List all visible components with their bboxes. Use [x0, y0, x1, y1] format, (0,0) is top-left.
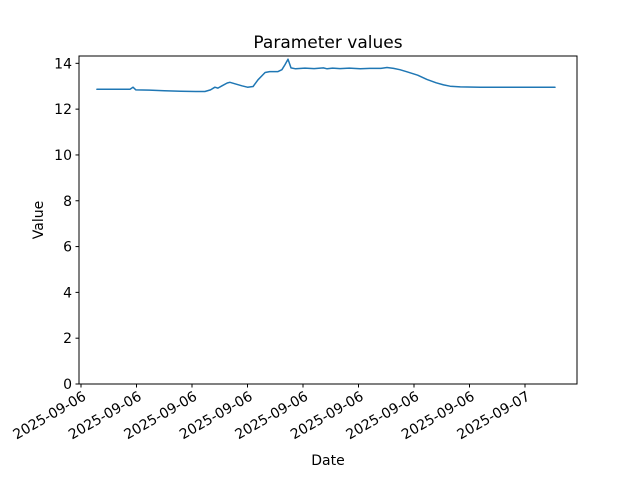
y-tick-label: 2 [63, 331, 72, 347]
x-axis-label: Date [311, 453, 344, 469]
plot-area [79, 56, 577, 384]
y-tick-label: 14 [54, 56, 72, 72]
y-axis-label: Value [31, 201, 47, 239]
axes-frame [78, 55, 578, 385]
y-tick-label: 8 [63, 194, 72, 210]
y-tick-label: 6 [63, 240, 72, 256]
y-tick-label: 0 [63, 377, 72, 393]
y-tick-label: 4 [63, 285, 72, 301]
y-tick-label: 10 [54, 148, 72, 164]
y-tick-label: 12 [54, 102, 72, 118]
y-axis-ticks: 0 2 4 6 8 10 12 14 [54, 56, 79, 393]
chart-title: Parameter values [253, 33, 402, 53]
series-line [96, 58, 556, 93]
